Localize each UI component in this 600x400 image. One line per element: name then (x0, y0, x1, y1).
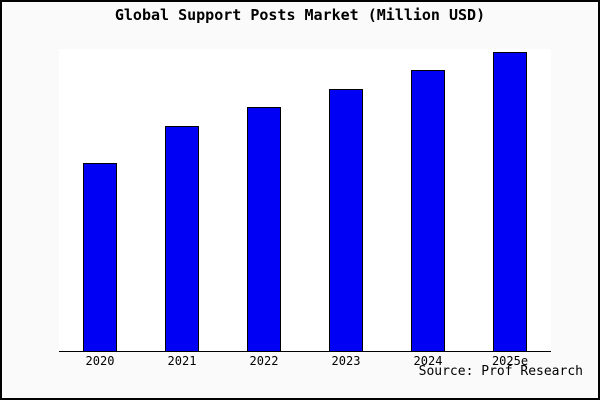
x-axis: 2020 2021 2022 2023 2024 2025e (59, 354, 551, 368)
bar-2020 (83, 162, 117, 351)
plot-area (59, 49, 551, 352)
x-tick-label-2020: 2020 (85, 354, 115, 368)
bar-slot (305, 49, 387, 351)
x-tick-label-2024: 2024 (413, 354, 443, 368)
bar-2024 (411, 69, 445, 351)
bar-slot (223, 49, 305, 351)
bar-slot (387, 49, 469, 351)
x-tick-label-2023: 2023 (331, 354, 361, 368)
x-tick-label-2021: 2021 (167, 354, 197, 368)
x-tick-label-2025e: 2025e (491, 354, 529, 368)
bar-slot (59, 49, 141, 351)
bar-2025e (493, 52, 527, 351)
bar-2022 (247, 106, 281, 351)
bar-slot (141, 49, 223, 351)
x-tick-label-2022: 2022 (249, 354, 279, 368)
bar-2023 (329, 88, 363, 351)
chart-title: Global Support Posts Market (Million USD… (114, 6, 486, 24)
source-note: Source: Prof Research (418, 364, 583, 379)
bar-2021 (165, 126, 199, 351)
bar-slot (469, 49, 551, 351)
